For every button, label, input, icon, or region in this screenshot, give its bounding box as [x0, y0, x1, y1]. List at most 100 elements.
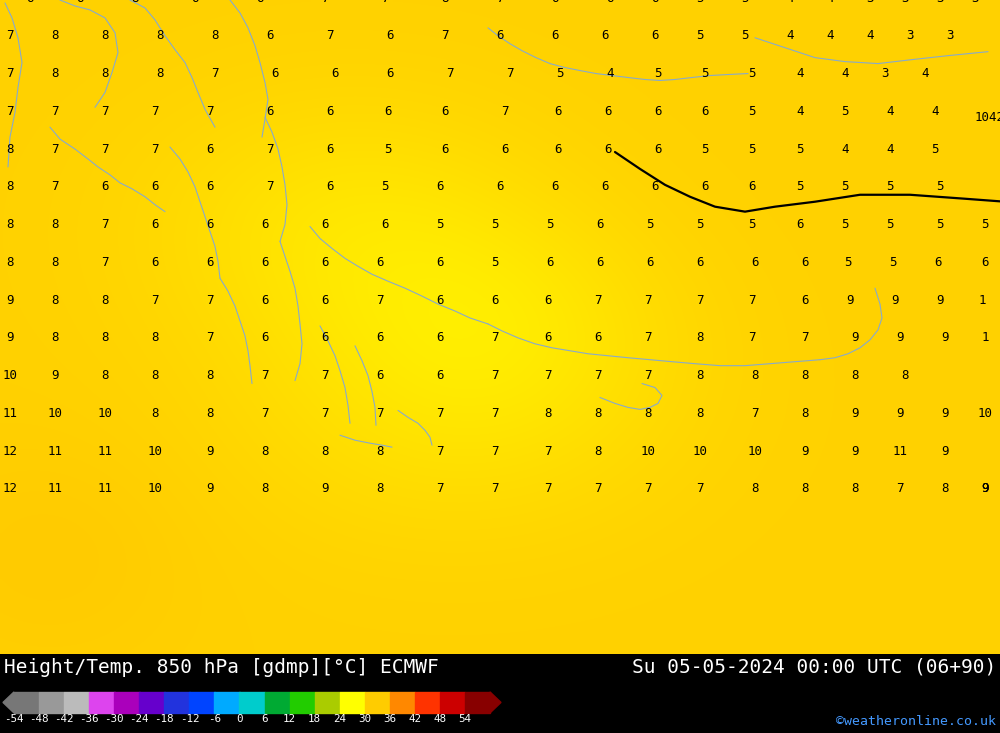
Text: 10: 10 — [48, 407, 62, 420]
Text: 5: 5 — [936, 180, 944, 194]
Text: 8: 8 — [211, 29, 219, 43]
Text: 5: 5 — [841, 218, 849, 231]
Text: 54: 54 — [458, 714, 471, 724]
Text: 6: 6 — [331, 67, 339, 80]
Text: -24: -24 — [130, 714, 149, 724]
Text: 6: 6 — [651, 0, 659, 4]
Text: 8: 8 — [51, 294, 59, 306]
Text: 9: 9 — [981, 482, 989, 496]
Text: 8: 8 — [51, 331, 59, 345]
Bar — [290, 692, 315, 713]
Text: 8: 8 — [901, 369, 909, 382]
Bar — [189, 692, 215, 713]
Text: 6: 6 — [551, 29, 559, 43]
Text: 5: 5 — [886, 218, 894, 231]
Text: 4: 4 — [886, 142, 894, 155]
Text: 6: 6 — [321, 294, 329, 306]
Text: 7: 7 — [496, 0, 504, 4]
Text: 8: 8 — [206, 369, 214, 382]
Text: 42: 42 — [408, 714, 421, 724]
Text: 9: 9 — [941, 407, 949, 420]
Text: 7: 7 — [644, 331, 652, 345]
Text: 6: 6 — [321, 331, 329, 345]
Text: 6: 6 — [76, 0, 84, 4]
Text: 8: 8 — [751, 369, 759, 382]
Text: 5: 5 — [381, 180, 389, 194]
Text: 7: 7 — [211, 67, 219, 80]
Text: 7: 7 — [206, 331, 214, 345]
Text: 5: 5 — [384, 142, 392, 155]
Bar — [315, 692, 340, 713]
FancyArrow shape — [3, 692, 14, 713]
Text: 10: 10 — [148, 445, 162, 457]
Text: 4: 4 — [826, 0, 834, 4]
Text: 5: 5 — [889, 256, 897, 269]
Text: 4: 4 — [796, 67, 804, 80]
Bar — [390, 692, 415, 713]
Text: 8: 8 — [131, 0, 139, 4]
Text: 7: 7 — [151, 142, 159, 155]
Text: 7: 7 — [51, 105, 59, 118]
Text: 5: 5 — [741, 29, 749, 43]
Text: 8: 8 — [156, 67, 164, 80]
Text: 6: 6 — [544, 294, 552, 306]
Text: 6: 6 — [981, 256, 989, 269]
Text: 7: 7 — [376, 294, 384, 306]
Text: 6: 6 — [601, 29, 609, 43]
Text: 8: 8 — [851, 482, 859, 496]
Text: 9: 9 — [801, 445, 809, 457]
Text: 5: 5 — [931, 142, 939, 155]
Text: 8: 8 — [101, 369, 109, 382]
Text: 7: 7 — [594, 482, 602, 496]
Bar — [114, 692, 140, 713]
Text: 5: 5 — [436, 218, 444, 231]
Text: 6: 6 — [191, 0, 199, 4]
Text: 3: 3 — [906, 29, 914, 43]
Text: -30: -30 — [104, 714, 124, 724]
Bar — [239, 692, 265, 713]
Bar — [265, 692, 290, 713]
Text: -42: -42 — [54, 714, 74, 724]
Text: 6: 6 — [748, 180, 756, 194]
Text: 9: 9 — [6, 331, 14, 345]
Text: 5: 5 — [741, 0, 749, 4]
Text: 7: 7 — [696, 482, 704, 496]
Text: 8: 8 — [151, 369, 159, 382]
Text: 8: 8 — [696, 331, 704, 345]
Text: 3: 3 — [971, 0, 979, 4]
Text: 9: 9 — [846, 294, 854, 306]
Text: 6: 6 — [441, 105, 449, 118]
Text: 6: 6 — [436, 294, 444, 306]
Text: 5: 5 — [654, 67, 662, 80]
Text: 6: 6 — [646, 256, 654, 269]
Text: 6: 6 — [26, 0, 34, 4]
Text: 5: 5 — [748, 142, 756, 155]
Text: 6: 6 — [651, 180, 659, 194]
Text: 6: 6 — [436, 256, 444, 269]
Text: 7: 7 — [151, 105, 159, 118]
Text: 7: 7 — [321, 407, 329, 420]
Text: 8: 8 — [6, 180, 14, 194]
Text: 6: 6 — [606, 0, 614, 4]
Text: 6: 6 — [801, 256, 809, 269]
Text: 8: 8 — [801, 407, 809, 420]
Text: 6: 6 — [206, 180, 214, 194]
Text: 6: 6 — [326, 105, 334, 118]
Text: 6: 6 — [796, 218, 804, 231]
Text: 11: 11 — [98, 482, 112, 496]
Text: 10: 10 — [748, 445, 763, 457]
Text: 6: 6 — [594, 331, 602, 345]
Text: 7: 7 — [376, 407, 384, 420]
Text: 8: 8 — [801, 482, 809, 496]
Text: 9: 9 — [851, 445, 859, 457]
Bar — [365, 692, 390, 713]
Text: 6: 6 — [376, 331, 384, 345]
Text: 7: 7 — [441, 29, 449, 43]
Text: 6: 6 — [551, 0, 559, 4]
Text: 7: 7 — [544, 482, 552, 496]
Text: 6: 6 — [554, 142, 562, 155]
Text: 6: 6 — [491, 294, 499, 306]
Text: 8: 8 — [851, 369, 859, 382]
Text: 7: 7 — [261, 369, 269, 382]
Text: 8: 8 — [594, 445, 602, 457]
